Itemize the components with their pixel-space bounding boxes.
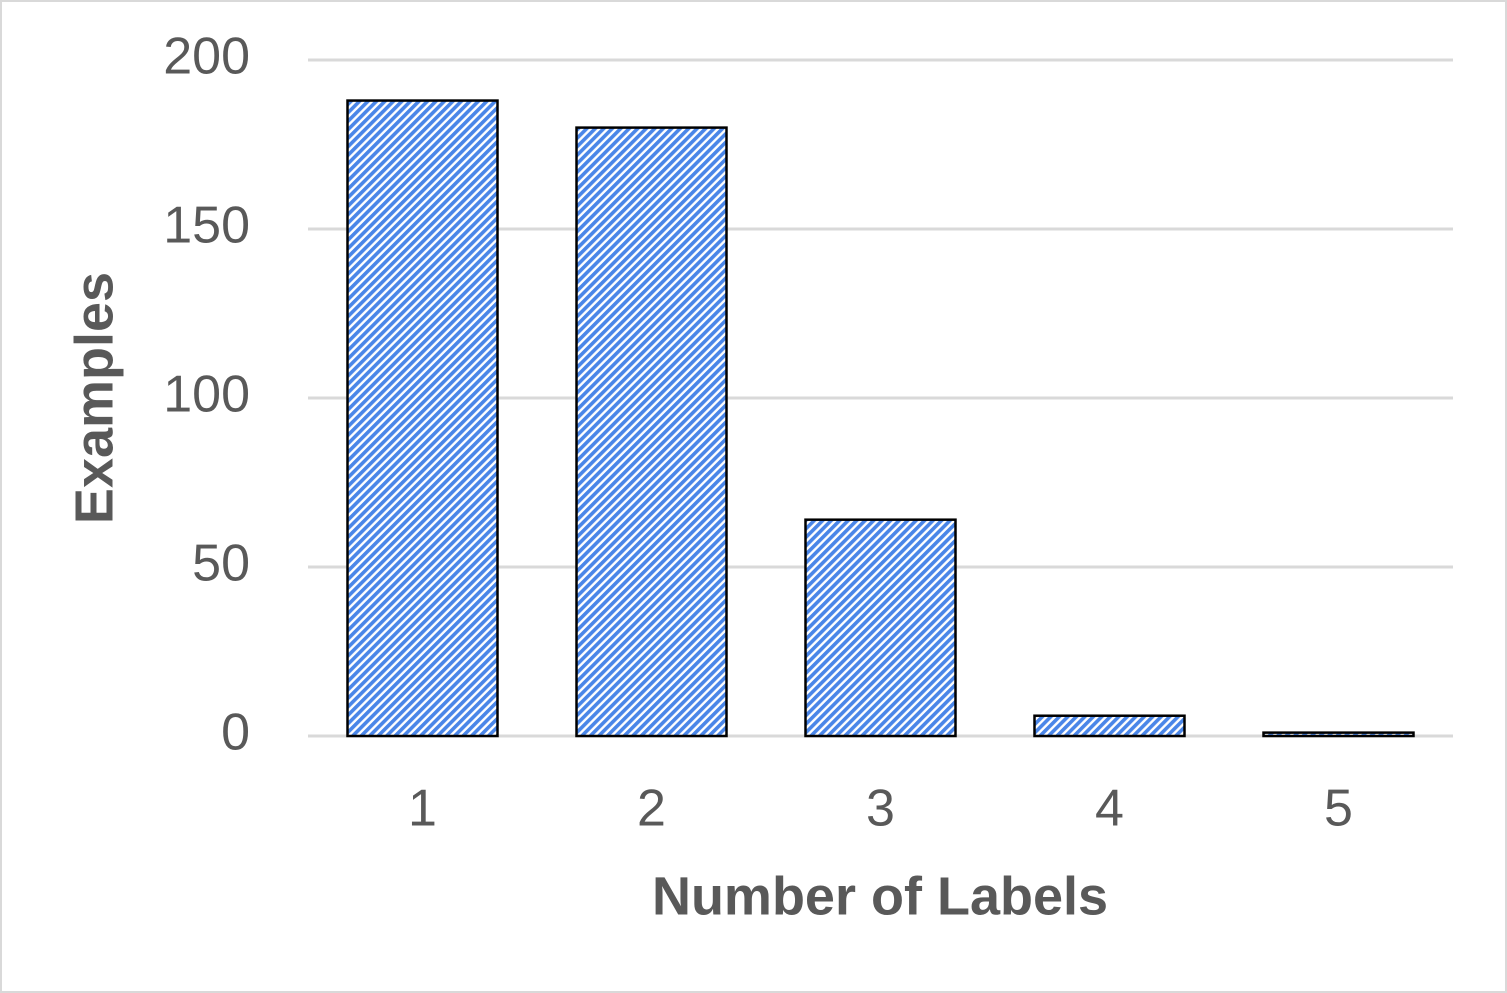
bar — [346, 99, 499, 738]
y-tick-label: 100 — [163, 366, 250, 424]
x-tick-label: 5 — [1324, 780, 1353, 838]
bar — [1033, 714, 1186, 738]
bar — [575, 126, 728, 738]
y-tick-label: 150 — [163, 197, 250, 255]
y-tick-label: 50 — [192, 535, 250, 593]
x-axis-title: Number of Labels — [652, 866, 1108, 926]
bar — [1262, 731, 1415, 738]
x-tick-label: 1 — [408, 780, 437, 838]
x-tick-label: 2 — [637, 780, 666, 838]
bar — [804, 518, 957, 738]
x-tick-label: 3 — [866, 780, 895, 838]
x-tick-label: 4 — [1095, 780, 1124, 838]
y-tick-label: 200 — [163, 28, 250, 86]
y-tick-label: 0 — [221, 704, 250, 762]
y-axis-title: Examples — [64, 272, 124, 524]
